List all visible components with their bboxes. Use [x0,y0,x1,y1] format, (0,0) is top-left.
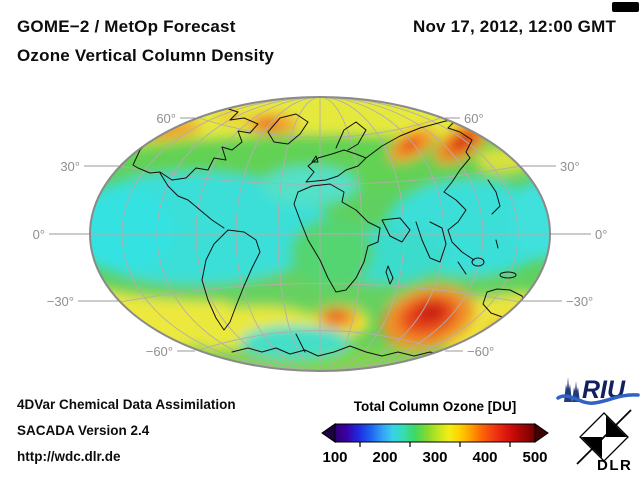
dlr-emblem-icon [576,409,632,465]
colorbar-right-arrow [534,423,549,443]
lat-label-right-m30: −30° [566,294,593,309]
colorbar-tick-300: 300 [422,449,447,466]
colorbar: Total Column Ozone [DU] 100 200 300 400 … [321,399,549,466]
lat-label-left-0: 0° [33,227,45,242]
plot-datetime: Nov 17, 2012, 12:00 GMT [413,17,617,36]
graticule [90,97,550,371]
dlr-logo-text: DLR [597,457,632,474]
plot-title-line2: Ozone Vertical Column Density [17,46,275,65]
lat-label-left-m60: −60° [146,344,173,359]
latitude-labels: 60° 30° 0° −30° −60° 60° 30° 0° −30° −60… [33,111,608,359]
lat-label-left-30: 30° [60,159,80,174]
lat-label-left-m30: −30° [47,294,74,309]
colorbar-tick-100: 100 [322,449,347,466]
dlr-logo: DLR [576,409,632,474]
footer-line-version: SACADA Version 2.4 [17,423,150,438]
riu-logo: RIU [556,376,640,405]
plot-title-line1: GOME−2 / MetOp Forecast [17,17,236,36]
footer-line-url: http://wdc.dlr.de [17,449,121,464]
lat-label-right-60: 60° [464,111,484,126]
colorbar-minor-ticks [359,442,511,447]
coastlines [132,106,527,357]
colorbar-tick-200: 200 [372,449,397,466]
top-right-black-bar [612,2,639,12]
latitude-ticks [49,117,591,352]
lat-label-left-60: 60° [156,111,176,126]
colorbar-left-arrow [321,423,336,443]
colorbar-gradient [334,423,536,443]
colorbar-title: Total Column Ozone [DU] [354,399,516,414]
lat-label-right-0: 0° [595,227,607,242]
map-outline [89,96,551,372]
lat-label-right-30: 30° [560,159,580,174]
colorbar-tick-500: 500 [522,449,547,466]
lat-label-right-m60: −60° [467,344,494,359]
riu-wave-icon [556,393,640,405]
footer-line-assimilation: 4DVar Chemical Data Assimilation [17,397,236,412]
ozone-field [90,97,550,371]
colorbar-tick-400: 400 [472,449,497,466]
